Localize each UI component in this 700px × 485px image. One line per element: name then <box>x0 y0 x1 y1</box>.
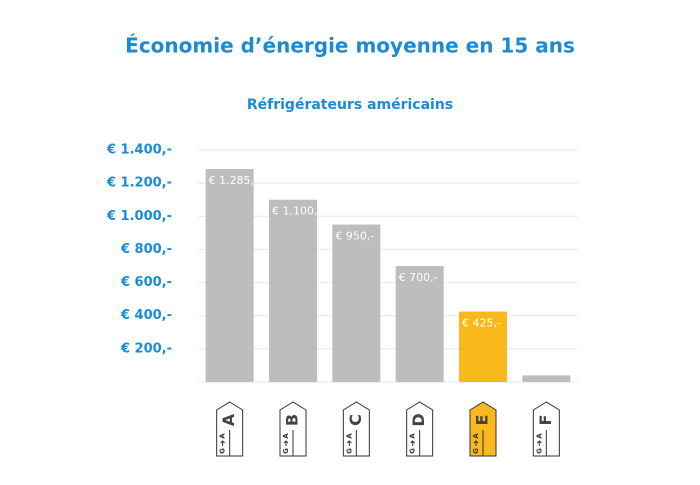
scale-arrow <box>473 440 479 446</box>
energy-tag <box>216 401 244 457</box>
bar <box>459 311 507 382</box>
bar <box>269 199 317 382</box>
y-tick-label: € 1.400,- <box>106 143 172 158</box>
chart-subtitle: Réfrigérateurs américains <box>247 97 453 113</box>
bar <box>395 266 444 382</box>
scale-end: A <box>345 433 353 439</box>
scale-arrow <box>346 440 352 446</box>
x-tick-label: C <box>346 414 365 426</box>
scale-end: G <box>282 448 290 454</box>
y-tick-label: € 1.200,- <box>106 176 172 191</box>
y-tick-label: € 1.000,- <box>106 209 172 224</box>
x-tick-label: B <box>283 414 302 426</box>
y-tick-label: € 200,- <box>120 341 172 356</box>
x-tick-label: D <box>409 413 428 426</box>
chart-title: Économie d’énergie moyenne en 15 ans <box>125 34 575 58</box>
scale-end: G <box>535 448 543 454</box>
scale-arrow <box>410 440 416 446</box>
bar <box>522 375 571 382</box>
x-tick-label: F <box>536 415 555 426</box>
y-tick-label: € 400,- <box>120 308 172 323</box>
scale-end: G <box>345 448 353 454</box>
value-label: € 425,- <box>462 317 501 330</box>
scale-end: A <box>219 433 227 439</box>
x-tick-label: A <box>219 413 238 426</box>
x-tick-label: E <box>473 415 492 426</box>
value-label: € 700,- <box>399 271 438 284</box>
value-label: € 1.285,- <box>209 174 258 187</box>
scale-end: A <box>409 433 417 439</box>
scale-arrow <box>220 440 226 446</box>
scale-end: A <box>282 433 290 439</box>
value-label: € 950,- <box>335 230 374 243</box>
scale-end: A <box>472 433 480 439</box>
bar <box>205 169 254 382</box>
scale-end: G <box>219 448 227 454</box>
scale-end: A <box>535 433 543 439</box>
value-label: € 1.100,- <box>272 205 321 218</box>
energy-tag <box>406 401 434 457</box>
scale-end: G <box>472 448 480 454</box>
y-tick-label: € 800,- <box>120 242 172 257</box>
y-tick-label: € 600,- <box>120 275 172 290</box>
scale-arrow <box>283 440 289 446</box>
scale-arrow <box>536 440 542 446</box>
bar <box>332 224 381 382</box>
scale-end: G <box>409 448 417 454</box>
